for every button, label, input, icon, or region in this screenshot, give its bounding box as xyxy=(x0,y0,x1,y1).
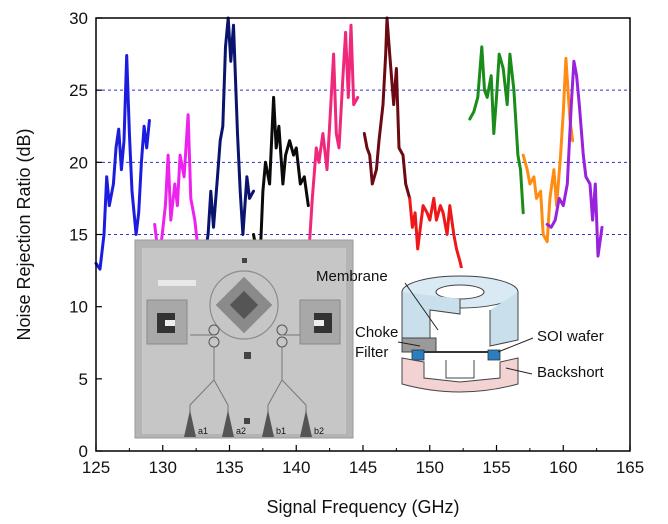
x-tick-label: 145 xyxy=(349,458,377,477)
x-tick-label: 150 xyxy=(416,458,444,477)
probe-taper-b2 xyxy=(300,410,312,437)
backshort-block xyxy=(401,357,519,393)
soi-leader xyxy=(497,337,534,353)
center-pad-low xyxy=(244,418,250,424)
backshort-label: Backshort xyxy=(537,364,605,381)
y-tick-label: 20 xyxy=(69,153,88,172)
upper-block-cutaway xyxy=(401,292,519,347)
waveguide-diagram-inset: Membrane Choke Filter SOI wafer Backshor… xyxy=(316,268,605,400)
soi-wafer-label: SOI wafer xyxy=(537,328,604,345)
series-line-10 xyxy=(545,59,604,258)
membrane-label: Membrane xyxy=(316,268,388,285)
series-line-3 xyxy=(202,16,255,261)
series-line-5 xyxy=(308,23,360,244)
hybrid-left-1 xyxy=(208,324,220,336)
series-line-8 xyxy=(468,45,525,215)
probe-taper-b1 xyxy=(262,410,274,437)
x-tick-label: 125 xyxy=(82,458,110,477)
bond-pad-row xyxy=(158,280,196,286)
x-tick-label: 155 xyxy=(482,458,510,477)
y-tick-label: 15 xyxy=(69,226,88,245)
soi-wafer-right xyxy=(487,349,501,361)
x-tick-label: 165 xyxy=(616,458,644,477)
y-tick-label: 10 xyxy=(69,298,88,317)
port-label-a2: a2 xyxy=(236,426,246,436)
left-probe-tip xyxy=(165,320,175,326)
series-line-4 xyxy=(252,95,310,258)
backshort-leader xyxy=(505,367,533,375)
x-tick-label: 135 xyxy=(215,458,243,477)
center-pad-bottom xyxy=(244,352,251,359)
backshort-cavity xyxy=(445,360,475,379)
y-tick-label: 0 xyxy=(79,442,88,461)
choke-leader xyxy=(397,341,421,347)
right-probe-tip xyxy=(314,320,324,326)
y-tick-label: 25 xyxy=(69,81,88,100)
soi-wafer-left xyxy=(411,349,425,361)
transmission-lines xyxy=(189,334,307,415)
choke-label-line2: Filter xyxy=(355,344,388,361)
series-line-6 xyxy=(362,16,412,200)
series-line-9 xyxy=(521,56,575,244)
probe-taper-a1 xyxy=(184,410,196,437)
y-axis-title: Noise Rejection Ratio (dB) xyxy=(14,128,34,340)
port-label-b2: b2 xyxy=(314,426,324,436)
probe-taper-a2 xyxy=(222,410,234,437)
y-tick-label: 5 xyxy=(79,370,88,389)
chip-photo-inset: a1 a2 b1 b2 xyxy=(134,239,354,439)
series-line-2 xyxy=(153,113,205,277)
series-line-1 xyxy=(94,54,151,271)
membrane-leader xyxy=(404,282,439,331)
x-tick-label: 160 xyxy=(549,458,577,477)
port-label-a1: a1 xyxy=(198,426,208,436)
center-pad-top xyxy=(242,258,247,263)
axes: 125 130 135 140 145 150 155 160 165 0 5 10 15 20 25 30 xyxy=(69,9,644,477)
y-tick-label: 30 xyxy=(69,9,88,28)
port-label-b1: b1 xyxy=(276,426,286,436)
x-tick-label: 130 xyxy=(149,458,177,477)
choke-label-line1: Choke xyxy=(355,324,398,341)
top-cylinder-hole xyxy=(435,284,485,300)
center-ring xyxy=(209,270,279,340)
x-axis-title: Signal Frequency (GHz) xyxy=(266,497,459,517)
series-line-7 xyxy=(408,196,470,290)
grid-lines xyxy=(96,89,630,235)
x-tick-label: 140 xyxy=(282,458,310,477)
